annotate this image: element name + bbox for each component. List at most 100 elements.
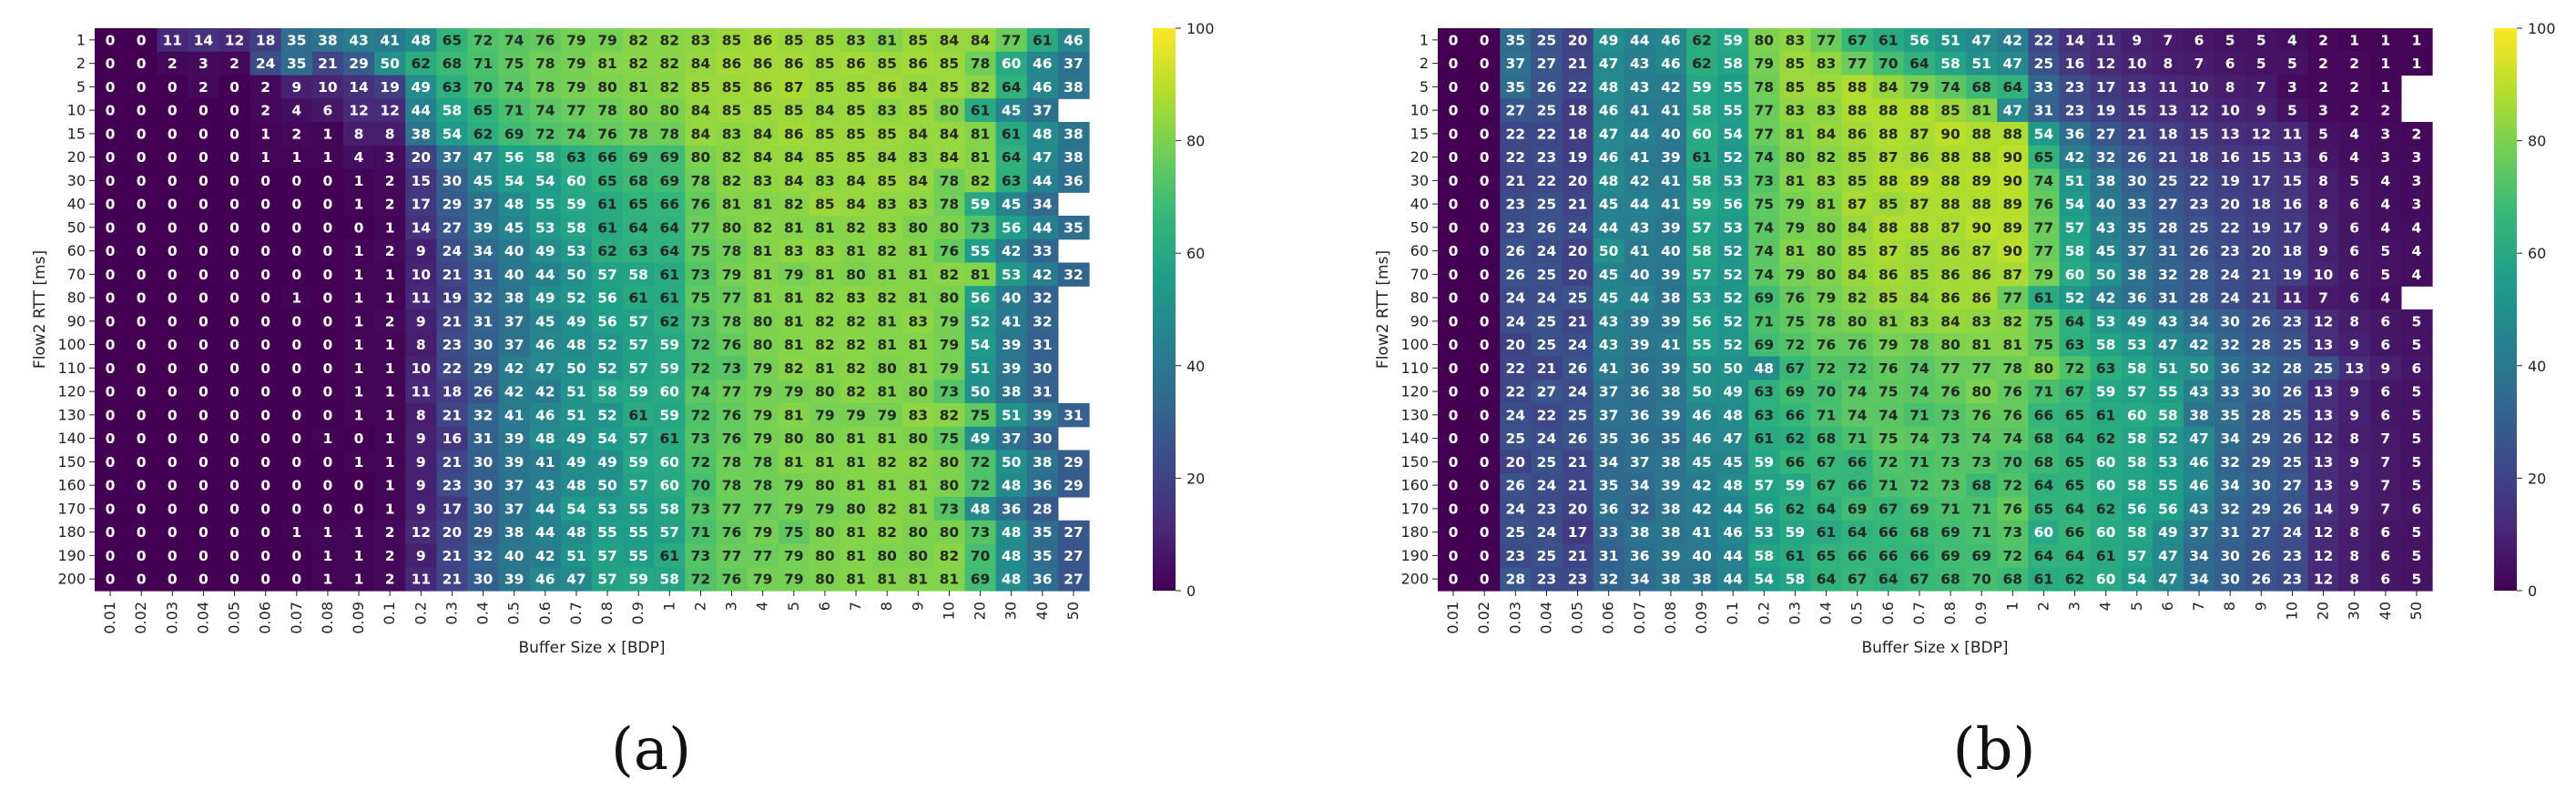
cell-value: 0 (106, 360, 116, 377)
cell-value: 57 (2127, 384, 2147, 400)
cell-value: 46 (535, 572, 555, 588)
cell-value: 26 (2127, 149, 2147, 166)
cell-value: 81 (1817, 197, 1837, 213)
cell-value: 5 (2412, 407, 2422, 423)
cell-value: 6 (2349, 267, 2359, 283)
cell-value: 30 (2252, 384, 2272, 400)
cell-value: 48 (566, 337, 586, 353)
heatmap-cell (623, 192, 655, 217)
cell-value: 6 (2349, 219, 2359, 236)
cell-value: 24 (1506, 313, 1526, 329)
cell-value: 85 (1940, 103, 1960, 119)
cell-value: 19 (1568, 149, 1588, 166)
cell-value: 0 (137, 478, 147, 494)
y-tick-label: 60 (1410, 242, 1429, 259)
cell-value: 80 (1755, 32, 1775, 48)
cell-value: 45 (504, 219, 524, 236)
cell-value: 47 (1599, 126, 1619, 142)
cell-value: 59 (660, 407, 680, 423)
cell-value: 79 (877, 407, 897, 423)
cell-value: 0 (1480, 219, 1490, 236)
cell-value: 0 (1449, 430, 1459, 447)
heatmap-cell (747, 51, 779, 76)
cell-value: 76 (1879, 360, 1899, 377)
cell-value: 27 (2096, 126, 2116, 142)
cell-value: 61 (1692, 149, 1712, 166)
colorbar-tick-label: 0 (1186, 582, 1196, 600)
cell-value: 38 (2096, 173, 2116, 189)
cell-value: 9 (416, 501, 426, 517)
cell-value: 37 (1506, 56, 1526, 72)
cell-value: 21 (1568, 478, 1588, 494)
x-tick-label: 3 (723, 602, 740, 611)
cell-value: 44 (1033, 173, 1053, 189)
cell-value: 24 (1537, 430, 1557, 447)
cell-value: 58 (660, 572, 680, 588)
cell-value: 58 (2096, 337, 2116, 353)
cell-value: 39 (1002, 337, 1022, 353)
cell-value: 20 (1568, 501, 1588, 517)
cell-value: 1 (354, 313, 364, 329)
heatmap-cell (933, 98, 966, 123)
cell-value: 84 (940, 149, 960, 166)
cell-value: 90 (2003, 173, 2023, 189)
cell-value: 0 (354, 501, 364, 517)
x-tick-label: 0.5 (1848, 602, 1866, 624)
cell-value: 69 (1940, 524, 1960, 541)
cell-value: 77 (753, 548, 773, 564)
cell-value: 5 (2349, 173, 2359, 189)
cell-value: 0 (168, 524, 178, 541)
cell-value: 0 (137, 243, 147, 259)
cell-value: 46 (2189, 478, 2209, 494)
cell-value: 0 (1480, 501, 1490, 517)
cell-value: 8 (2318, 173, 2328, 189)
cell-value: 69 (628, 149, 648, 166)
cell-value: 0 (291, 173, 301, 189)
cell-value: 46 (1033, 79, 1053, 96)
cell-value: 30 (473, 454, 494, 471)
cell-value: 73 (691, 501, 711, 517)
x-tick-label: 9 (909, 602, 926, 611)
cell-value: 0 (1480, 478, 1490, 494)
cell-value: 19 (2252, 219, 2272, 236)
cell-value: 82 (846, 384, 866, 400)
cell-value: 40 (504, 243, 524, 259)
cell-value: 0 (229, 219, 239, 236)
x-tick-label: 0.09 (350, 602, 367, 634)
cell-value: 0 (168, 79, 178, 96)
cell-value: 64 (2065, 548, 2085, 564)
cell-value: 45 (1002, 197, 1022, 213)
cell-value: 80 (1848, 313, 1868, 329)
cell-value: 50 (566, 267, 586, 283)
cell-value: 2 (2412, 126, 2422, 142)
cell-value: 45 (535, 313, 555, 329)
cell-value: 4 (2287, 32, 2297, 48)
heatmap-cell (311, 98, 344, 123)
cell-value: 0 (291, 407, 301, 423)
cell-value: 84 (1879, 79, 1899, 96)
cell-value: 59 (1755, 454, 1775, 471)
cell-value: 74 (1909, 360, 1929, 377)
cell-value: 0 (137, 79, 147, 96)
cell-value: 79 (846, 407, 866, 423)
cell-value: 6 (2194, 32, 2204, 48)
cell-value: 14 (2065, 32, 2085, 48)
cell-value: 74 (1755, 219, 1775, 236)
cell-value: 9 (2380, 360, 2390, 377)
cell-value: 84 (1817, 126, 1837, 142)
cell-value: 29 (2252, 454, 2272, 471)
cell-value: 77 (1002, 32, 1022, 48)
cell-value: 79 (1786, 219, 1806, 236)
heatmap-cell (219, 122, 251, 147)
cell-value: 85 (1848, 243, 1868, 259)
cell-value: 69 (504, 126, 524, 142)
cell-value: 54 (443, 126, 463, 142)
heatmap-cell (654, 98, 686, 123)
cell-value: 17 (443, 501, 463, 517)
cell-value: 73 (1940, 407, 1960, 423)
cell-value: 6 (2412, 360, 2422, 377)
cell-value: 66 (660, 197, 680, 213)
cell-value: 46 (2189, 454, 2209, 471)
cell-value: 33 (1033, 243, 1053, 259)
cell-value: 0 (323, 337, 333, 353)
